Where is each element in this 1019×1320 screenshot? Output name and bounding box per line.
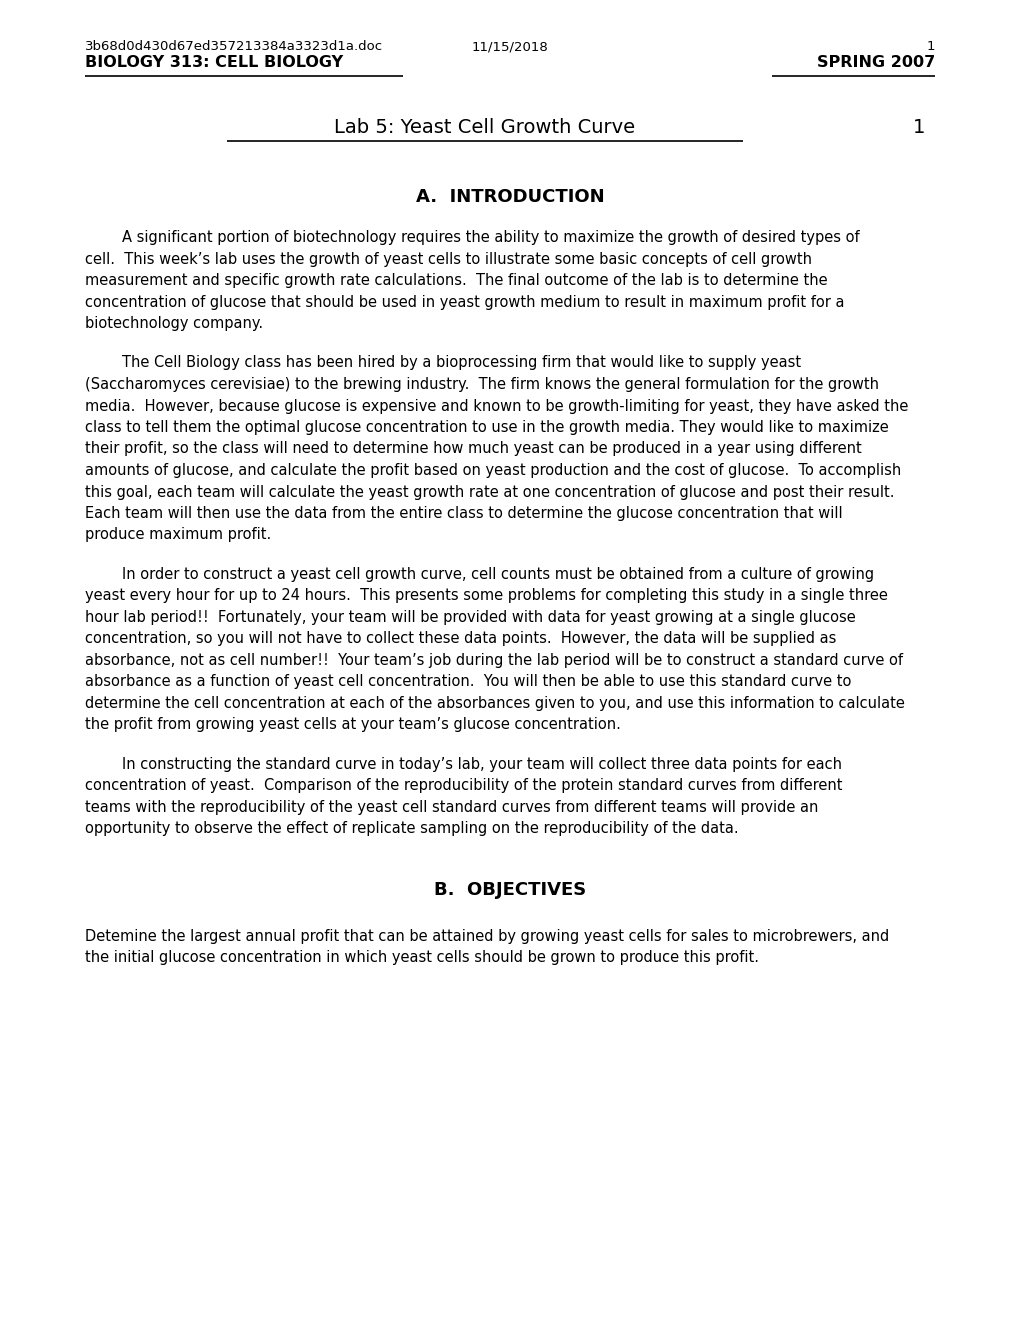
Text: Lab 5: Yeast Cell Growth Curve: Lab 5: Yeast Cell Growth Curve (334, 117, 635, 137)
Text: 1: 1 (925, 40, 934, 53)
Text: (Saccharomyces cerevisiae) to the brewing industry.  The firm knows the general : (Saccharomyces cerevisiae) to the brewin… (85, 378, 878, 392)
Text: media.  However, because glucose is expensive and known to be growth-limiting fo: media. However, because glucose is expen… (85, 399, 908, 413)
Text: The Cell Biology class has been hired by a bioprocessing firm that would like to: The Cell Biology class has been hired by… (85, 355, 800, 371)
Text: A significant portion of biotechnology requires the ability to maximize the grow: A significant portion of biotechnology r… (85, 230, 859, 246)
Text: Detemine the largest annual profit that can be attained by growing yeast cells f: Detemine the largest annual profit that … (85, 929, 889, 944)
Text: the initial glucose concentration in which yeast cells should be grown to produc: the initial glucose concentration in whi… (85, 950, 758, 965)
Text: their profit, so the class will need to determine how much yeast can be produced: their profit, so the class will need to … (85, 441, 861, 457)
Text: BIOLOGY 313: CELL BIOLOGY: BIOLOGY 313: CELL BIOLOGY (85, 55, 342, 70)
Text: produce maximum profit.: produce maximum profit. (85, 528, 271, 543)
Text: 3b68d0d430d67ed357213384a3323d1a.doc: 3b68d0d430d67ed357213384a3323d1a.doc (85, 40, 383, 53)
Text: cell.  This week’s lab uses the growth of yeast cells to illustrate some basic c: cell. This week’s lab uses the growth of… (85, 252, 811, 267)
Text: concentration of glucose that should be used in yeast growth medium to result in: concentration of glucose that should be … (85, 294, 844, 309)
Text: absorbance, not as cell number!!  Your team’s job during the lab period will be : absorbance, not as cell number!! Your te… (85, 653, 902, 668)
Text: class to tell them the optimal glucose concentration to use in the growth media.: class to tell them the optimal glucose c… (85, 420, 888, 436)
Text: measurement and specific growth rate calculations.  The final outcome of the lab: measurement and specific growth rate cal… (85, 273, 826, 288)
Text: biotechnology company.: biotechnology company. (85, 315, 263, 331)
Text: B.  OBJECTIVES: B. OBJECTIVES (433, 880, 586, 899)
Text: absorbance as a function of yeast cell concentration.  You will then be able to : absorbance as a function of yeast cell c… (85, 675, 851, 689)
Text: 11/15/2018: 11/15/2018 (471, 40, 548, 53)
Text: A.  INTRODUCTION: A. INTRODUCTION (416, 187, 603, 206)
Text: determine the cell concentration at each of the absorbances given to you, and us: determine the cell concentration at each… (85, 696, 904, 711)
Text: In constructing the standard curve in today’s lab, your team will collect three : In constructing the standard curve in to… (85, 756, 841, 772)
Text: SPRING 2007: SPRING 2007 (816, 55, 934, 70)
Text: hour lab period!!  Fortunately, your team will be provided with data for yeast g: hour lab period!! Fortunately, your team… (85, 610, 855, 624)
Text: opportunity to observe the effect of replicate sampling on the reproducibility o: opportunity to observe the effect of rep… (85, 821, 738, 837)
Text: In order to construct a yeast cell growth curve, cell counts must be obtained fr: In order to construct a yeast cell growt… (85, 568, 873, 582)
Text: concentration of yeast.  Comparison of the reproducibility of the protein standa: concentration of yeast. Comparison of th… (85, 779, 842, 793)
Text: yeast every hour for up to 24 hours.  This presents some problems for completing: yeast every hour for up to 24 hours. Thi… (85, 589, 887, 603)
Text: Each team will then use the data from the entire class to determine the glucose : Each team will then use the data from th… (85, 506, 842, 521)
Text: this goal, each team will calculate the yeast growth rate at one concentration o: this goal, each team will calculate the … (85, 484, 894, 499)
Text: amounts of glucose, and calculate the profit based on yeast production and the c: amounts of glucose, and calculate the pr… (85, 463, 901, 478)
Text: the profit from growing yeast cells at your team’s glucose concentration.: the profit from growing yeast cells at y… (85, 718, 621, 733)
Text: concentration, so you will not have to collect these data points.  However, the : concentration, so you will not have to c… (85, 631, 836, 647)
Text: 1: 1 (912, 117, 924, 137)
Text: teams with the reproducibility of the yeast cell standard curves from different : teams with the reproducibility of the ye… (85, 800, 817, 814)
